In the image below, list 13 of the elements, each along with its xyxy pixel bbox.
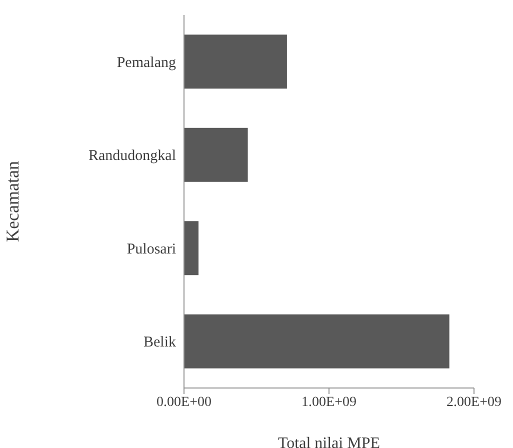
x-tick-label: 1.00E+09 xyxy=(302,394,356,410)
bar xyxy=(184,34,287,89)
bar xyxy=(184,128,248,182)
bar xyxy=(184,314,450,368)
y-tick-label: Pemalang xyxy=(116,54,176,71)
bar xyxy=(184,221,198,276)
x-tick-label: 0.00E+00 xyxy=(156,394,212,410)
x-axis-title: Total nilai MPE xyxy=(278,435,380,448)
x-tick-label: 2.00E+09 xyxy=(446,394,502,410)
y-tick-label: Randudongkal xyxy=(88,148,176,164)
y-tick-label: Belik xyxy=(144,334,176,351)
y-tick-label: Pulosari xyxy=(126,241,176,258)
y-axis-title: Kecamatan xyxy=(2,161,22,242)
